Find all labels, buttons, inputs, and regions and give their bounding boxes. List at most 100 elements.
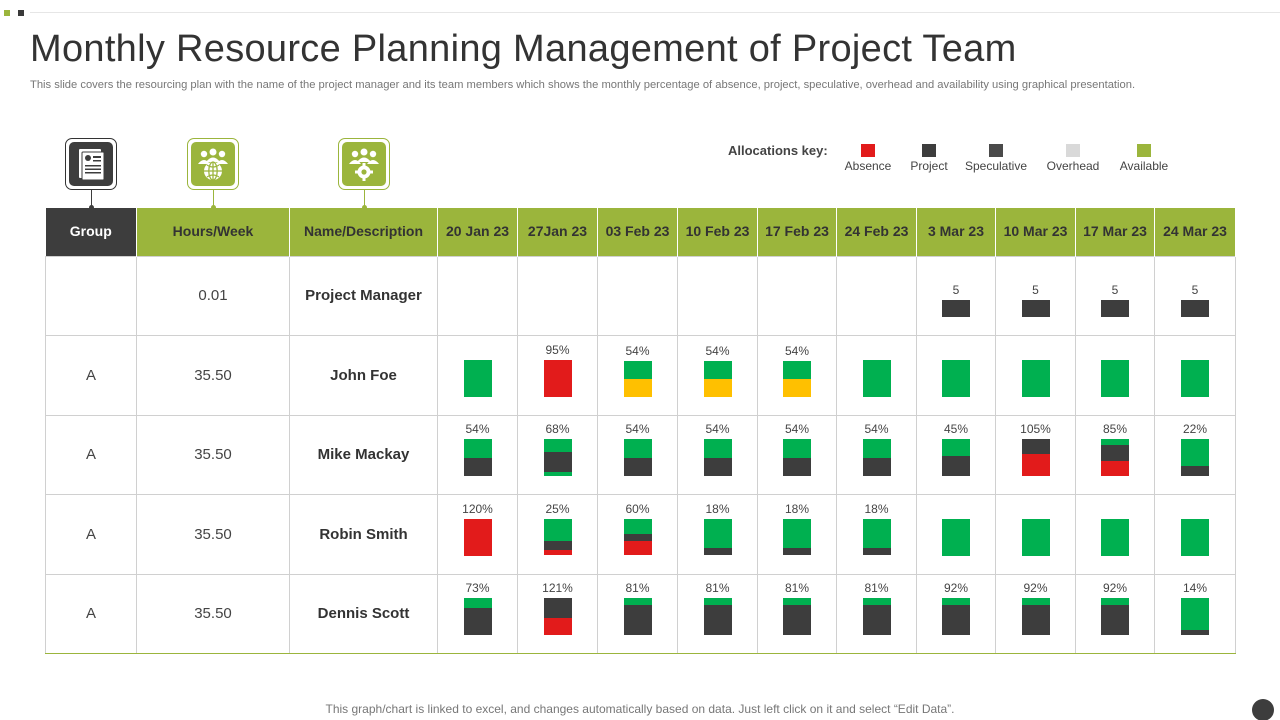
allocation-percent-label: 105% [1020, 422, 1051, 436]
bar-segment-green [783, 518, 811, 549]
allocation-percent-label: 92% [1023, 581, 1048, 595]
allocation-cell [1154, 335, 1236, 416]
allocation-bar [862, 359, 891, 397]
bar-segment-dark [1101, 604, 1129, 635]
allocation-percent-label: 121% [542, 581, 573, 595]
name-cell: Project Manager [289, 255, 438, 336]
allocation-cell: 105% [995, 414, 1076, 495]
bar-segment-dark [783, 605, 811, 635]
allocation-cell: 5 [1075, 255, 1155, 336]
bar-segment-green [1021, 359, 1050, 397]
allocation-cell: 54% [757, 414, 837, 495]
allocation-cell [517, 255, 598, 336]
name-cell: Robin Smith [289, 494, 438, 575]
allocation-cell: 18% [757, 494, 837, 575]
bar-segment-dark [1181, 465, 1209, 476]
allocation-bar [1021, 359, 1050, 397]
allocation-percent-label: 54% [705, 422, 730, 436]
allocation-percent-label: 54% [784, 343, 810, 358]
allocation-percent-label: 54% [625, 422, 650, 436]
icon-connector [89, 190, 94, 210]
bar-segment-red [1101, 461, 1129, 476]
allocation-cell: 14% [1154, 573, 1236, 654]
allocation-bar [783, 360, 811, 397]
bar-segment-green [703, 598, 732, 606]
allocation-bar [1181, 518, 1209, 556]
legend-swatch [1137, 144, 1151, 157]
bar-segment-dark [1181, 300, 1209, 317]
bar-segment-green [783, 360, 811, 380]
table-header-row: Group Hours/Week Name/Description 20 Jan… [45, 208, 1236, 256]
page-subtitle: This slide covers the resourcing plan wi… [30, 79, 1136, 91]
allocation-cell: 22% [1154, 414, 1236, 495]
column-header-date: 3 Mar 23 [916, 208, 996, 256]
bar-segment-green [942, 598, 970, 605]
bar-segment-green [543, 472, 572, 476]
allocation-bar [1021, 300, 1050, 317]
allocation-cell [677, 255, 758, 336]
allocation-cell: 54% [757, 335, 837, 416]
bar-segment-green [623, 439, 652, 458]
bar-segment-dark [942, 604, 970, 635]
allocation-percent-label: 54% [784, 422, 810, 436]
legend-label: Speculative [964, 159, 1028, 173]
bar-segment-dark [1021, 300, 1050, 317]
hours-cell: 35.50 [136, 573, 290, 654]
allocation-cell: 5 [995, 255, 1076, 336]
allocation-cell: 85% [1075, 414, 1155, 495]
allocation-bar [1101, 439, 1129, 476]
table-row: A 35.50 Dennis Scott 73% 121% 81% 81% 81% 81% 92%… [45, 573, 1236, 654]
column-header-name: Name/Description [289, 208, 438, 256]
allocation-percent-label: 92% [943, 581, 969, 595]
allocation-percent-label: 85% [1102, 422, 1128, 436]
bar-segment-dark [623, 534, 652, 541]
bar-segment-red [543, 618, 572, 635]
bar-segment-dark [783, 548, 811, 556]
group-cell: A [45, 494, 137, 575]
bar-segment-red [543, 549, 572, 556]
bar-segment-dark [942, 300, 970, 317]
bar-segment-green [1101, 598, 1129, 605]
bar-segment-green [862, 439, 891, 458]
bar-segment-red [1021, 453, 1050, 476]
allocation-cell: 121% [517, 573, 598, 654]
bar-segment-dark [1021, 439, 1050, 454]
allocation-bar [1101, 359, 1129, 397]
bar-segment-green [942, 359, 970, 397]
allocation-percent-label: 5 [1032, 283, 1039, 298]
bar-segment-green [623, 360, 652, 380]
hours-cell: 35.50 [136, 335, 290, 416]
allocation-percent-label: 54% [864, 422, 889, 436]
allocation-percent-label: 81% [864, 581, 889, 595]
allocation-percent-label: 73% [465, 581, 490, 595]
allocation-bar [1181, 598, 1209, 635]
allocation-cell: 25% [517, 494, 598, 575]
bar-segment-green [463, 598, 492, 608]
allocation-cell: 120% [437, 494, 518, 575]
allocation-cell [995, 494, 1076, 575]
allocation-cell [1154, 494, 1236, 575]
allocation-percent-label: 54% [465, 422, 490, 436]
bar-segment-green [703, 518, 732, 549]
allocation-percent-label: 5 [1111, 283, 1119, 298]
allocation-cell: 54% [597, 335, 678, 416]
allocation-cell: 92% [1075, 573, 1155, 654]
column-header-date: 10 Feb 23 [677, 208, 758, 256]
group-cell: A [45, 573, 137, 654]
name-cell: John Foe [289, 335, 438, 416]
bar-segment-dark [703, 548, 732, 556]
allocation-bar [783, 518, 811, 556]
bar-segment-red [623, 540, 652, 556]
bar-segment-dark [543, 541, 572, 550]
allocation-cell: 81% [677, 573, 758, 654]
bar-segment-green [1101, 439, 1129, 445]
allocation-cell [437, 335, 518, 416]
allocation-bar [783, 439, 811, 476]
legend-swatch [1066, 144, 1080, 157]
bar-segment-yellow [783, 379, 811, 397]
allocation-percent-label: 54% [625, 343, 650, 358]
bar-segment-dark [783, 457, 811, 476]
corner-dark-square [18, 10, 24, 16]
allocation-cell: 95% [517, 335, 598, 416]
bar-segment-green [862, 359, 891, 397]
